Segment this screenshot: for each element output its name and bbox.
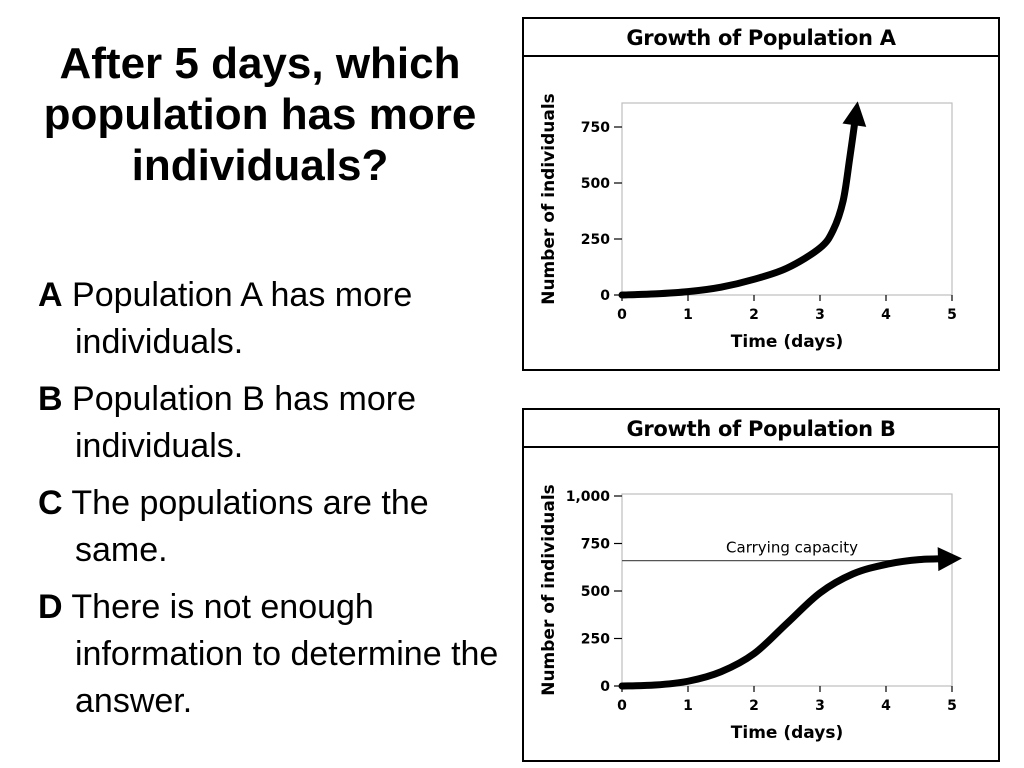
answer-option: D There is not enough information to det… xyxy=(38,584,518,725)
answer-letter: A xyxy=(38,276,63,314)
x-tick-label: 3 xyxy=(815,307,825,323)
arrowhead xyxy=(842,101,867,127)
y-tick-label: 750 xyxy=(581,537,610,553)
answer-letter: C xyxy=(38,484,63,522)
x-tick-label: 0 xyxy=(617,307,627,323)
x-tick-label: 4 xyxy=(881,307,891,323)
x-tick-label: 1 xyxy=(683,698,693,714)
series-line xyxy=(618,107,860,299)
x-tick-label: 5 xyxy=(947,698,957,714)
y-tick-label: 500 xyxy=(581,176,610,192)
answer-text: Population B has more individuals. xyxy=(72,380,416,465)
x-tick-label: 2 xyxy=(749,307,759,323)
chart-population-a: 0 250 500 750 0 1 2 3 4 5 Time (days) Number of ind… xyxy=(539,93,957,352)
y-tick-label: 1,000 xyxy=(566,489,611,505)
y-tick-label: 250 xyxy=(581,232,610,248)
answer-option: A Population A has more individuals. xyxy=(38,272,518,366)
arrowhead xyxy=(937,547,962,572)
answer-text: Population A has more individuals. xyxy=(72,276,413,361)
x-tick-label: 2 xyxy=(749,698,759,714)
plot-frame xyxy=(621,493,953,687)
carrying-capacity-label: Carrying capacity xyxy=(726,539,858,557)
answer-option: B Population B has more individuals. xyxy=(38,376,518,470)
answer-list: A Population A has more individuals. B P… xyxy=(38,272,518,735)
answer-text: The populations are the same. xyxy=(71,484,429,569)
chart-panel-population-b: Growth of Population B 0 250 500 750 1,000 0 1… xyxy=(522,408,1000,762)
answer-text: There is not enough information to deter… xyxy=(71,588,499,720)
x-tick-label: 3 xyxy=(815,698,825,714)
chart-title: Growth of Population A xyxy=(524,19,998,57)
y-tick-label: 0 xyxy=(600,288,610,304)
y-tick-label: 0 xyxy=(600,679,610,695)
question-heading: After 5 days, which population has more … xyxy=(43,39,477,190)
x-axis-label: Time (days) xyxy=(731,723,843,743)
y-axis-label: Number of individuals xyxy=(539,484,559,696)
x-tick-label: 5 xyxy=(947,307,957,323)
chart-title: Growth of Population B xyxy=(524,410,998,448)
series-line xyxy=(618,555,956,690)
plot-frame xyxy=(621,102,953,296)
x-tick-label: 1 xyxy=(683,307,693,323)
chart-panel-population-a: Growth of Population A 0 250 500 750 0 1 2 3 4 5 T… xyxy=(522,17,1000,371)
answer-letter: D xyxy=(38,588,63,626)
answer-letter: B xyxy=(38,380,63,418)
answer-option: C The populations are the same. xyxy=(38,480,518,574)
x-tick-label: 0 xyxy=(617,698,627,714)
chart-population-b: 0 250 500 750 1,000 0 1 2 3 4 5 Time (days) Number o… xyxy=(539,484,962,743)
x-tick-label: 4 xyxy=(881,698,891,714)
y-tick-label: 250 xyxy=(581,632,610,648)
x-axis-label: Time (days) xyxy=(731,332,843,352)
y-tick-label: 750 xyxy=(581,120,610,136)
y-axis-label: Number of individuals xyxy=(539,93,559,305)
y-tick-label: 500 xyxy=(581,584,610,600)
